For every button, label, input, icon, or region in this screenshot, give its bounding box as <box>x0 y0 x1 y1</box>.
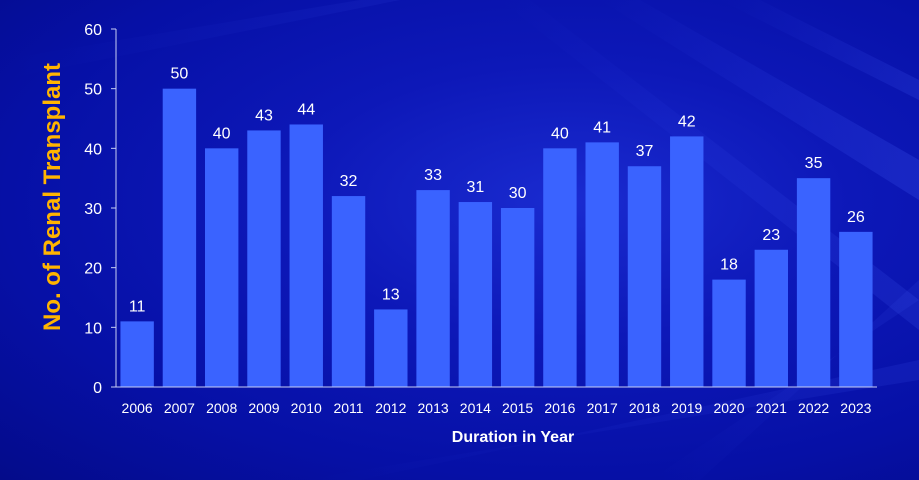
x-tick-label-2013: 2013 <box>418 400 449 416</box>
x-tick-label-2007: 2007 <box>164 400 195 416</box>
bars <box>120 88 873 388</box>
bar-2011 <box>331 196 366 387</box>
data-label-2006: 11 <box>129 298 146 315</box>
x-tick-label-2008: 2008 <box>206 400 237 416</box>
y-tick-label: 0 <box>93 380 102 397</box>
bar-2006 <box>120 321 154 387</box>
bar-2008 <box>204 148 239 387</box>
data-label-2022: 35 <box>805 155 823 172</box>
x-tick-label-2010: 2010 <box>291 400 322 416</box>
y-tick-label: 30 <box>84 201 102 218</box>
data-label-2016: 40 <box>551 125 569 142</box>
bar-2017 <box>585 142 619 387</box>
x-tick-label-2018: 2018 <box>629 400 660 416</box>
x-tick-label-2012: 2012 <box>375 400 406 416</box>
data-label-2015: 30 <box>509 185 527 202</box>
x-tick-label-2019: 2019 <box>671 400 702 416</box>
bar-2015 <box>500 208 535 387</box>
y-tick-label: 40 <box>84 141 102 158</box>
x-tick-label-2016: 2016 <box>544 400 575 416</box>
bar-2016 <box>543 148 577 387</box>
x-tick-label-2020: 2020 <box>713 400 744 416</box>
data-label-2007: 50 <box>171 66 189 83</box>
y-tick-label: 60 <box>84 22 102 39</box>
bar-2012 <box>374 309 408 387</box>
data-label-2021: 23 <box>762 227 780 244</box>
data-label-2019: 42 <box>678 113 696 130</box>
x-tick-label-2009: 2009 <box>248 400 279 416</box>
bar-2023 <box>839 231 873 387</box>
data-label-2009: 43 <box>255 107 273 124</box>
x-tick-label-2006: 2006 <box>122 400 153 416</box>
data-label-2017: 41 <box>593 119 611 136</box>
data-label-2008: 40 <box>213 125 231 142</box>
data-label-2012: 13 <box>382 286 400 303</box>
x-tick-label-2023: 2023 <box>840 400 871 416</box>
bar-2021 <box>754 249 789 387</box>
bar-2019 <box>670 136 704 387</box>
data-label-2020: 18 <box>720 257 738 274</box>
x-axis-title: Duration in Year <box>452 429 574 446</box>
x-axis-ticks: 2006 2007 2008 2009 2010 2011 2012 2013 2014 2015… <box>122 400 872 416</box>
bar-2014 <box>458 202 493 387</box>
bar-2020 <box>712 279 746 387</box>
x-tick-label-2011: 2011 <box>333 400 363 416</box>
data-labels: 11 50 40 43 44 32 13 33 31 30 40 41 37 42 18 23 35 26 <box>129 66 865 316</box>
x-tick-label-2014: 2014 <box>460 400 491 416</box>
x-tick-label-2017: 2017 <box>587 400 618 416</box>
x-tick-label-2015: 2015 <box>502 400 533 416</box>
data-label-2013: 33 <box>424 167 442 184</box>
bar-2018 <box>627 166 662 387</box>
bar-2013 <box>416 190 450 387</box>
bar-2007 <box>162 88 197 388</box>
y-tick-label: 50 <box>84 82 102 99</box>
y-axis-title: No. of Renal Transplant <box>39 63 66 331</box>
y-tick-label: 20 <box>84 261 102 278</box>
bar-2009 <box>247 130 281 387</box>
y-tick-label: 10 <box>84 320 102 337</box>
data-label-2011: 32 <box>340 173 358 190</box>
data-label-2014: 31 <box>466 179 484 196</box>
bar-2022 <box>796 178 831 387</box>
x-tick-label-2022: 2022 <box>798 400 829 416</box>
data-label-2018: 37 <box>636 143 654 160</box>
y-axis-ticks: 0 10 20 30 40 50 60 <box>84 22 116 397</box>
bar-2010 <box>289 124 323 387</box>
x-tick-label-2021: 2021 <box>756 400 787 416</box>
data-label-2023: 26 <box>847 209 865 226</box>
data-label-2010: 44 <box>297 101 315 118</box>
